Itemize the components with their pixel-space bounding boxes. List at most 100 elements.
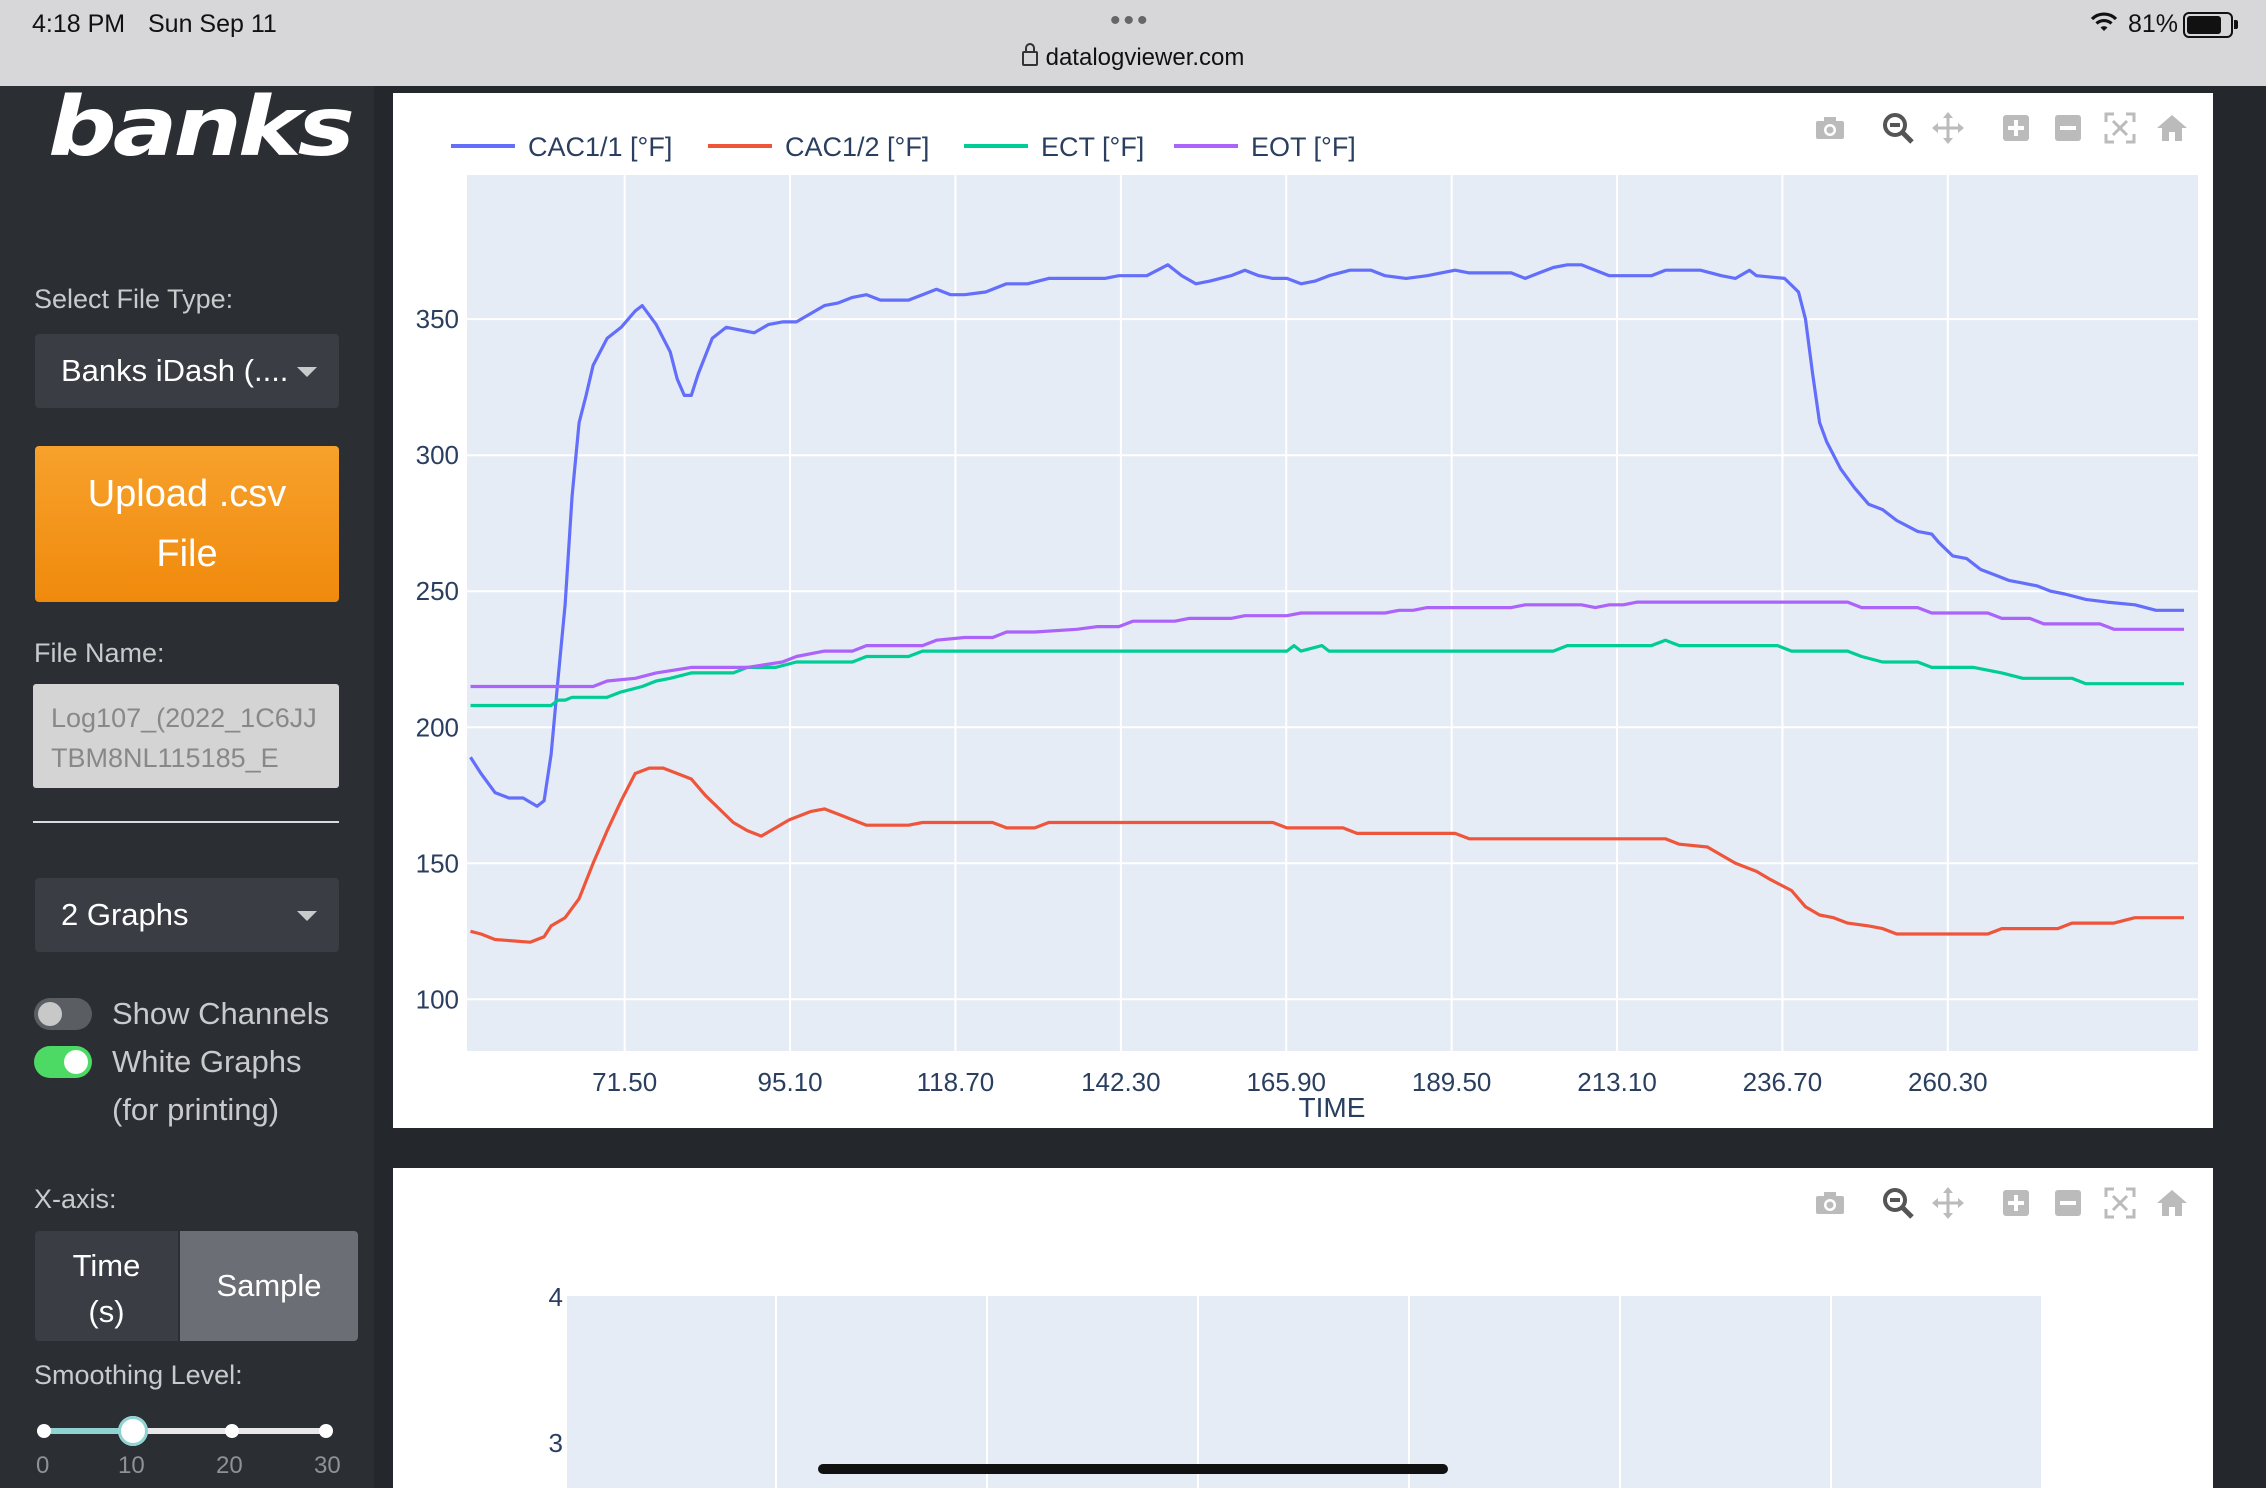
reset-axes-icon[interactable] [2155, 1186, 2189, 1220]
slider-stop [319, 1424, 333, 1438]
smoothing-slider[interactable] [34, 1412, 334, 1462]
more-dots-icon[interactable]: ••• [1110, 4, 1151, 37]
slider-active-track [42, 1428, 132, 1434]
legend-item-label[interactable]: ECT [°F] [1041, 132, 1144, 162]
toggle-knob [64, 1050, 88, 1074]
legend-item-label[interactable]: CAC1/1 [°F] [528, 132, 672, 162]
zoom-in-icon[interactable] [1999, 1186, 2033, 1220]
zoom-icon[interactable] [1881, 1186, 1915, 1220]
reset-axes-icon[interactable] [2155, 111, 2189, 145]
pan-icon[interactable] [1931, 111, 1965, 145]
slider-stop [37, 1424, 51, 1438]
autoscale-icon[interactable] [2103, 111, 2137, 145]
graphs-count-select[interactable]: 2 Graphs [35, 878, 339, 952]
series-line-3[interactable] [470, 600, 2185, 689]
file-type-select[interactable]: Banks iDash (.... [35, 334, 339, 408]
xaxis-label: X-axis: [34, 1184, 117, 1214]
zoom-in-icon[interactable] [1999, 111, 2033, 145]
file-name-field: Log107_(2022_1C6JJTBM8NL115185_E [33, 684, 339, 788]
x-tick-label: 118.70 [917, 1067, 995, 1097]
smoothing-tick: 0 [36, 1452, 50, 1479]
banks-logo: banks [48, 79, 355, 175]
upload-label-line1: Upload .csv [87, 473, 287, 515]
xaxis-time-line2: (s) [88, 1294, 125, 1329]
file-type-label: Select File Type: [34, 284, 234, 314]
camera-icon[interactable] [1813, 111, 1847, 145]
x-tick-label: 213.10 [1577, 1067, 1657, 1097]
divider [33, 821, 339, 823]
battery-icon [2183, 12, 2238, 38]
upload-label-line2: File [156, 533, 218, 575]
x-tick-label: 189.50 [1412, 1067, 1492, 1097]
second-chart[interactable]: 4 3 [393, 1168, 2213, 1488]
temperature-chart[interactable]: 100 150 200 250 300 350 71.50 95.10 118.70 142.3… [393, 93, 2213, 1128]
plot-toolbar [1813, 111, 2213, 151]
chevron-down-icon [297, 911, 317, 921]
y-tick-labels: 100 150 200 250 300 350 [416, 304, 459, 1014]
white-graphs-toggle[interactable] [34, 1046, 92, 1078]
white-graphs-sublabel: (for printing) [112, 1092, 280, 1127]
series-line-0[interactable] [469, 263, 2185, 808]
smoothing-tick: 10 [118, 1452, 145, 1479]
slider-handle[interactable] [118, 1416, 148, 1446]
autoscale-icon[interactable] [2103, 1186, 2137, 1220]
xaxis-sample-label: Sample [216, 1268, 322, 1303]
series-line-1[interactable] [470, 766, 2185, 944]
x-tick-label: 142.30 [1081, 1067, 1161, 1097]
wifi-icon [2090, 12, 2118, 31]
graphs-count-value: 2 Graphs [61, 897, 189, 932]
y-tick-label: 150 [416, 848, 459, 878]
chevron-down-icon [297, 367, 317, 377]
series-line-2[interactable] [470, 638, 2185, 708]
pan-icon[interactable] [1931, 1186, 1965, 1220]
xaxis-sample-button[interactable]: Sample [180, 1231, 358, 1341]
show-channels-toggle[interactable] [34, 998, 92, 1030]
battery-percent: 81% [2128, 10, 2179, 38]
status-time: 4:18 PM [32, 10, 126, 38]
graph-panel-1: 100 150 200 250 300 350 71.50 95.10 118.70 142.3… [393, 93, 2213, 1128]
y-tick-label: 200 [416, 712, 459, 742]
camera-icon[interactable] [1813, 1186, 1847, 1220]
toggle-knob [38, 1002, 62, 1026]
white-graphs-label: White Graphs [112, 1044, 302, 1079]
zoom-icon[interactable] [1881, 111, 1915, 145]
plot-toolbar [1813, 1186, 2213, 1226]
address-url: datalogviewer.com [1045, 44, 1245, 71]
y-tick-label: 350 [416, 304, 459, 334]
x-tick-label: 165.90 [1246, 1067, 1326, 1097]
slider-track [42, 1428, 326, 1434]
smoothing-label: Smoothing Level: [34, 1360, 243, 1390]
x-tick-labels: 71.50 95.10 118.70 142.30 165.90 189.50 213.10… [592, 1067, 1987, 1097]
y-tick-label: 300 [416, 440, 459, 470]
plot-area[interactable] [567, 1296, 2041, 1488]
legend[interactable]: CAC1/1 [°F] CAC1/2 [°F] ECT [°F] EOT [°F] [429, 115, 1356, 165]
zoom-out-icon[interactable] [2051, 1186, 2085, 1220]
y-tick-label: 250 [416, 576, 459, 606]
show-channels-label: Show Channels [112, 996, 330, 1031]
sidebar: banks Select File Type: Banks iDash (...… [0, 86, 374, 1488]
smoothing-tick: 30 [314, 1452, 341, 1479]
battery-fill [2187, 16, 2222, 34]
file-type-value: Banks iDash (.... [61, 353, 289, 388]
y-tick-label: 100 [416, 984, 459, 1014]
lock-icon [1021, 43, 1038, 66]
legend-item-label[interactable]: EOT [°F] [1251, 132, 1356, 162]
status-date: Sun Sep 11 [148, 10, 277, 38]
xaxis-time-line1: Time [72, 1248, 141, 1283]
xaxis-time-button[interactable]: Time (s) [35, 1231, 178, 1341]
status-bar: 4:18 PM Sun Sep 11 ••• datalogviewer.com… [0, 0, 2266, 86]
zoom-out-icon[interactable] [2051, 111, 2085, 145]
series-lines [469, 263, 2185, 944]
legend-item-label[interactable]: CAC1/2 [°F] [785, 132, 929, 162]
x-tick-label: 260.30 [1908, 1067, 1988, 1097]
home-indicator[interactable] [818, 1464, 1448, 1474]
x-tick-label: 236.70 [1743, 1067, 1823, 1097]
x-tick-label: 71.50 [592, 1067, 657, 1097]
upload-csv-button[interactable]: Upload .csv File [35, 446, 339, 602]
x-axis-title: TIME [1299, 1092, 1366, 1123]
y-tick-label: 4 [549, 1282, 563, 1312]
slider-stop [225, 1424, 239, 1438]
y-tick-label: 3 [549, 1428, 563, 1458]
graph-panel-2: 4 3 [393, 1168, 2213, 1488]
address-bar[interactable]: datalogviewer.com [0, 43, 2266, 72]
